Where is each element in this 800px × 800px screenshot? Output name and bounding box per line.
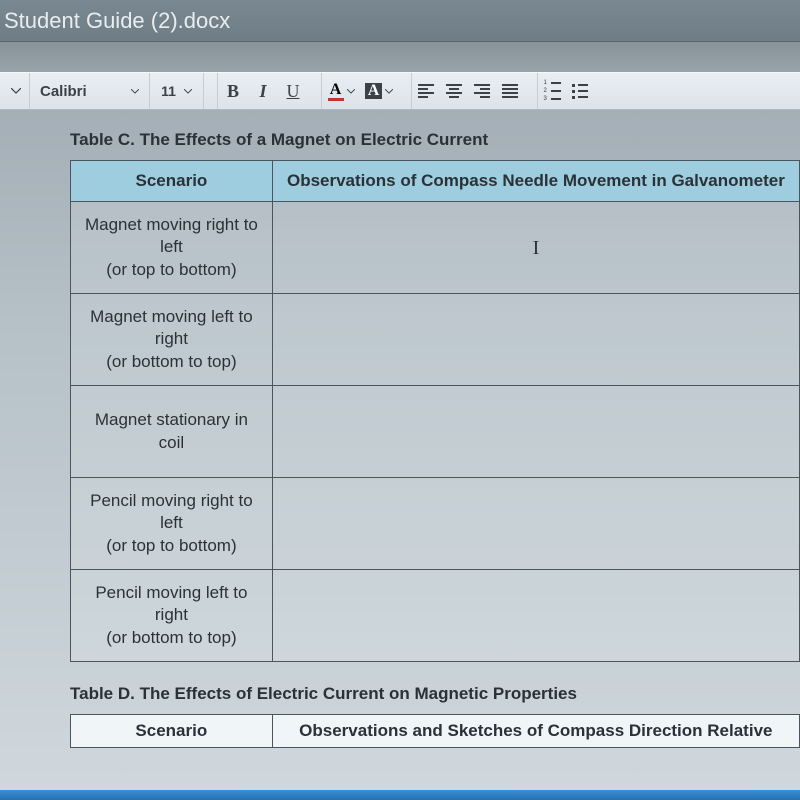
highlight-glyph: A [365,83,383,99]
underline-button[interactable]: U [278,73,308,109]
scenario-cell[interactable]: Pencil moving right to left(or top to bo… [71,478,273,570]
numbered-list-icon: 1 2 3 [544,81,561,102]
table-d: Scenario Observations and Sketches of Co… [70,714,800,748]
chevron-down-icon [347,89,355,94]
font-color-button[interactable]: A [322,73,360,109]
table-row: Pencil moving right to left(or top to bo… [71,478,800,570]
font-color-glyph: A [330,82,342,98]
align-center-icon [446,84,462,98]
document-title: Student Guide (2).docx [4,8,230,34]
toolbar-separator [398,73,412,109]
highlight-button[interactable]: A [360,73,398,109]
align-right-button[interactable] [468,73,496,109]
table-c-title: Table C. The Effects of a Magnet on Elec… [70,130,800,150]
toolbar-separator [308,73,322,109]
table-c-header-scenario: Scenario [71,161,273,202]
table-row: Pencil moving left to right(or bottom to… [71,570,800,662]
text-cursor-icon: I [533,237,540,259]
table-c-body: Magnet moving right to left(or top to bo… [71,202,800,662]
font-size-value: 11 [161,83,176,99]
chevron-down-icon [11,88,21,94]
align-justify-button[interactable] [496,73,524,109]
bold-button[interactable]: B [218,73,248,109]
font-size-select[interactable]: 11 [150,73,204,109]
bullet-list-icon [572,84,588,99]
observation-cell[interactable]: I [272,202,799,294]
table-d-header-scenario: Scenario [71,715,273,748]
table-c-header-observations: Observations of Compass Needle Movement … [272,161,799,202]
table-c: Scenario Observations of Compass Needle … [70,160,800,662]
table-row: Magnet moving left to right(or bottom to… [71,294,800,386]
scenario-cell[interactable]: Magnet moving left to right(or bottom to… [71,294,273,386]
table-d-header-observations: Observations and Sketches of Compass Dir… [272,715,799,748]
bullet-list-button[interactable] [566,73,594,109]
formatting-toolbar: Calibri 11 B I U A A [0,72,800,110]
os-taskbar[interactable] [0,790,800,800]
window-title-bar: Student Guide (2).docx [0,0,800,42]
scenario-cell[interactable]: Magnet moving right to left(or top to bo… [71,202,273,294]
table-row: Magnet stationary in coil [71,386,800,478]
align-right-icon [474,84,490,98]
observation-cell[interactable] [272,294,799,386]
toolbar-separator [204,73,218,109]
ribbon-spacer [0,42,800,72]
scenario-cell[interactable]: Magnet stationary in coil [71,386,273,478]
align-left-button[interactable] [412,73,440,109]
font-color-bar [328,98,344,101]
italic-button[interactable]: I [248,73,278,109]
scenario-cell[interactable]: Pencil moving left to right(or bottom to… [71,570,273,662]
style-dropdown[interactable] [2,73,30,109]
observation-cell[interactable] [272,386,799,478]
document-page[interactable]: Table C. The Effects of a Magnet on Elec… [0,110,800,748]
table-row: Magnet moving right to left(or top to bo… [71,202,800,294]
chevron-down-icon [131,89,139,94]
toolbar-separator [524,73,538,109]
numbered-list-button[interactable]: 1 2 3 [538,73,566,109]
observation-cell[interactable] [272,478,799,570]
chevron-down-icon [184,89,192,94]
chevron-down-icon [385,89,393,94]
observation-cell[interactable] [272,570,799,662]
align-center-button[interactable] [440,73,468,109]
table-d-title: Table D. The Effects of Electric Current… [70,684,800,704]
align-justify-icon [502,84,518,98]
font-name-select[interactable]: Calibri [30,73,150,109]
font-name-value: Calibri [40,83,87,100]
align-left-icon [418,84,434,98]
